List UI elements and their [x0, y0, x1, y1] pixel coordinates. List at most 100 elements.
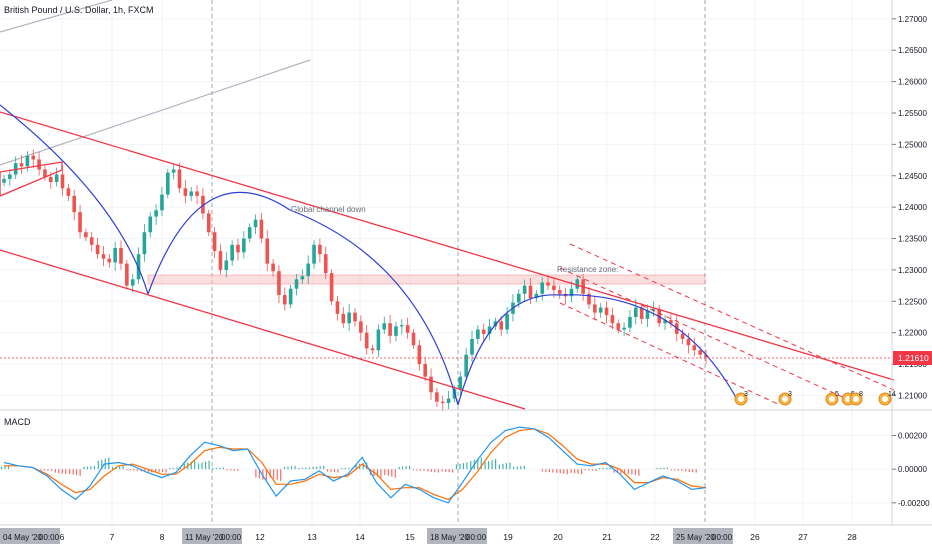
channel-label: Global channel down — [291, 205, 366, 214]
candle-body — [669, 320, 673, 324]
resistance-label: Resistance zone: — [557, 265, 618, 274]
candle-body — [183, 188, 188, 196]
candle-body — [95, 244, 100, 255]
resistance-zone[interactable] — [147, 274, 706, 285]
flag-icon[interactable]: 8 — [849, 391, 863, 406]
flag-icon[interactable]: 3 — [778, 391, 792, 406]
arc-3a[interactable] — [457, 294, 561, 406]
event-flag-inner — [882, 396, 888, 402]
candle-body — [265, 238, 270, 264]
cycle-arcs[interactable] — [0, 104, 741, 406]
time-highlight-bg — [182, 528, 242, 544]
macd-tick-label: -0.00200 — [898, 499, 930, 508]
candle-body — [528, 285, 533, 299]
arc-2b[interactable] — [289, 209, 459, 406]
short-channel-mid[interactable] — [559, 267, 861, 406]
arc-3b[interactable] — [559, 294, 741, 406]
candle-body — [25, 155, 30, 167]
trend-line-gray-top[interactable] — [0, 0, 113, 33]
candle-body — [318, 244, 322, 255]
candle-body — [84, 232, 88, 238]
time-tick-label: 7 — [110, 532, 115, 542]
time-tick-label: 8 — [160, 532, 165, 542]
time-highlight-date: 04 May '20 — [3, 533, 42, 542]
candle-body — [394, 326, 398, 336]
event-flag-inner — [782, 396, 788, 402]
candle-body — [540, 282, 544, 294]
candle-body — [400, 325, 404, 327]
candle-body — [130, 279, 135, 286]
arc-1[interactable] — [0, 104, 149, 295]
candle-body — [464, 354, 468, 377]
candle-body — [177, 169, 182, 189]
candle-body — [218, 251, 223, 270]
event-markers[interactable]: 3355814 — [734, 391, 896, 406]
time-highlight: 04 May '2000:00 — [0, 528, 60, 544]
time-highlight-time: 00:00 — [466, 533, 487, 542]
flag-icon[interactable]: 5 — [825, 391, 839, 406]
candle-body — [247, 227, 252, 239]
price-tick-label: 1.21000 — [898, 391, 927, 400]
candle-body — [470, 338, 474, 355]
time-tick-label: 20 — [553, 532, 563, 542]
candle-body — [552, 285, 556, 290]
event-count: 8 — [859, 391, 863, 398]
time-highlight-bg — [673, 528, 733, 544]
time-highlight: 25 May '2000:00 — [673, 528, 733, 544]
macd-axis[interactable]: 0.00200 0.00000 -0.00200 — [892, 432, 930, 508]
time-tick-label: 28 — [847, 532, 857, 542]
candle-body — [160, 194, 164, 211]
candle-body — [294, 279, 299, 289]
candle-body — [423, 364, 427, 377]
candle-body — [166, 172, 170, 195]
candle-body — [546, 282, 550, 286]
time-tick-label: 15 — [405, 532, 415, 542]
price-tick-label: 1.27000 — [898, 15, 927, 24]
macd-series — [0, 426, 707, 504]
candle-body — [370, 348, 375, 351]
price-tick-label: 1.25000 — [898, 140, 927, 149]
time-tick-label: 22 — [650, 532, 660, 542]
candle-body — [242, 238, 246, 253]
candle-body — [66, 188, 71, 196]
short-channel[interactable] — [559, 243, 895, 406]
arc-2a[interactable] — [147, 191, 291, 295]
candle-body — [49, 177, 53, 183]
flag-icon[interactable]: 14 — [878, 391, 896, 406]
candle-body — [446, 398, 451, 403]
candle-body — [329, 273, 334, 302]
candle-body — [154, 210, 158, 217]
candle-body — [429, 376, 433, 393]
candle-body — [43, 169, 47, 178]
pattern-triangle[interactable] — [0, 161, 63, 197]
candle-body — [364, 332, 369, 349]
event-flag-inner — [829, 396, 835, 402]
candle-body — [411, 332, 416, 346]
price-tick-label: 1.23000 — [898, 266, 927, 275]
candle-body — [557, 289, 562, 294]
current-price-value: 1.21610 — [898, 353, 929, 363]
global-channel[interactable] — [0, 111, 895, 410]
candle-body — [610, 315, 615, 324]
candlestick-series — [2, 149, 708, 412]
candle-body — [142, 232, 147, 255]
short-channel-lower[interactable] — [559, 302, 781, 406]
time-tick-label: 12 — [255, 532, 265, 542]
candle-body — [271, 263, 275, 272]
time-highlight-bg — [427, 528, 487, 544]
candle-body — [101, 254, 106, 259]
price-axis[interactable]: 1.27000 1.26500 1.26000 1.25500 1.25000 1.245… — [892, 15, 927, 401]
price-tick-label: 1.22000 — [898, 329, 927, 338]
event-count: 14 — [888, 391, 896, 398]
channel-upper-line[interactable] — [0, 111, 895, 381]
candle-body — [54, 174, 59, 183]
trend-line-gray-mid[interactable] — [0, 59, 311, 166]
candle-body — [37, 159, 41, 170]
candle-body — [376, 329, 381, 351]
candle-body — [253, 219, 258, 228]
channel-lower-line[interactable] — [0, 249, 526, 410]
flag-icon[interactable]: 3 — [734, 391, 748, 406]
